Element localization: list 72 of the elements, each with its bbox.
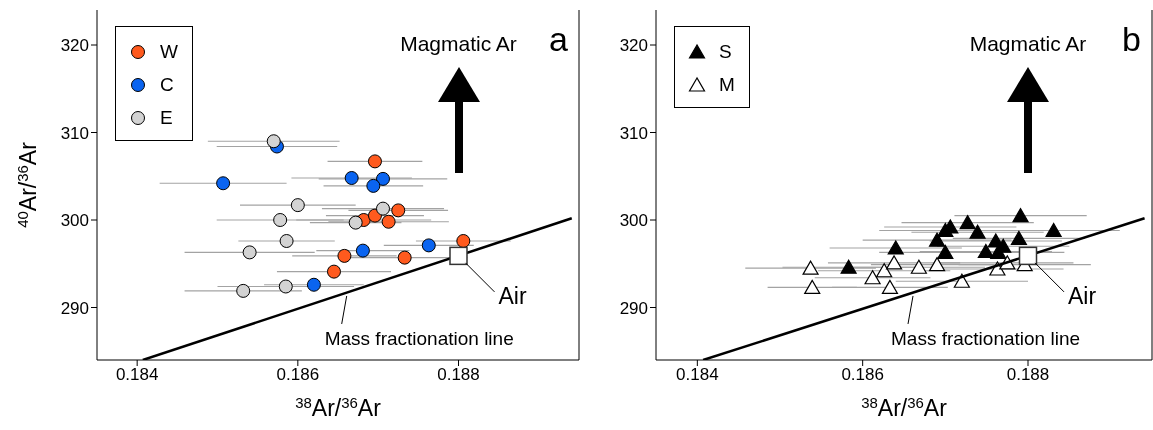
point [236,283,251,298]
point [266,134,281,149]
point [273,213,288,227]
x-tick-label: 0.186 [276,365,320,385]
y-tick-label: 300 [60,211,89,231]
point [397,250,412,265]
x-tick-label: 0.186 [841,365,884,385]
annotation: a [549,20,568,58]
series-label: Air [1068,282,1097,309]
annotation: Magmatic Ar [399,32,518,56]
point [1010,230,1028,245]
point [804,279,821,294]
point [802,260,819,275]
point [348,215,363,230]
legend-label: W [160,40,178,63]
point [344,171,359,185]
legend-label: S [719,40,732,63]
point [391,203,406,218]
point [381,214,396,229]
series-label: Mass fractionation line [891,327,1081,349]
series-label: Mass fractionation line [324,327,514,349]
x-tick-label: 0.184 [676,365,719,385]
point [910,259,927,274]
y-tick-label: 310 [619,123,648,143]
point [876,263,893,278]
point [959,215,976,230]
y-tick-label: 320 [619,36,648,56]
legend-label: E [160,106,173,129]
point [366,178,381,193]
point [1045,222,1062,238]
point [1018,246,1038,266]
point [290,198,305,213]
point [337,248,352,263]
point [367,154,382,169]
y-tick-label: 300 [619,211,648,231]
annotation: b [1122,20,1141,58]
y-tick-label: 290 [619,298,648,318]
point [456,234,471,248]
x-tick-label: 0.188 [437,365,480,385]
point [375,201,390,216]
point [375,171,390,186]
x-axis-title: $^{38}$Ar/$^{36}$Ar [295,393,382,421]
point [421,238,436,253]
point [885,255,903,270]
point [928,232,946,247]
x-tick-label: 0.184 [115,365,159,385]
point [887,240,904,255]
point [306,277,321,292]
point [449,246,468,266]
point [278,279,293,294]
point [279,234,294,248]
legend-label: C [160,73,174,96]
x-axis-title: $^{38}$Ar/$^{36}$Ar [861,393,948,421]
legend-label: M [719,73,735,96]
point [881,279,899,294]
point [242,245,257,260]
point [864,270,881,285]
point [969,224,986,239]
point [840,259,857,274]
point [937,244,954,259]
annotation: Magmatic Ar [968,32,1088,56]
point [216,176,231,191]
point [326,264,341,279]
y-tick-label: 320 [60,36,89,56]
x-tick-label: 0.188 [1006,365,1050,385]
point [1012,208,1029,223]
point [977,243,994,259]
point [928,257,946,272]
y-tick-label: 290 [60,298,89,318]
series-label: Air [498,282,527,309]
point [355,243,370,258]
y-tick-label: 310 [60,123,89,143]
